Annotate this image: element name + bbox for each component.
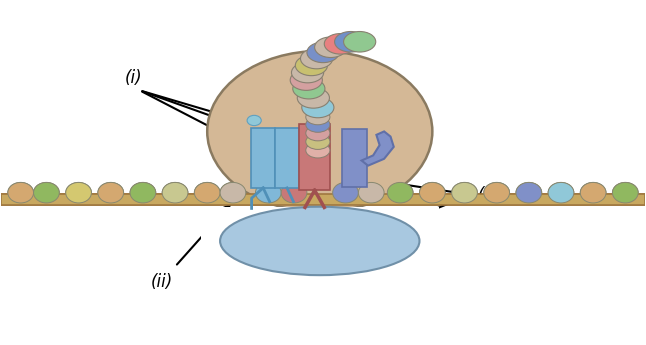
Ellipse shape xyxy=(516,183,542,203)
Ellipse shape xyxy=(580,183,606,203)
Ellipse shape xyxy=(484,183,510,203)
Ellipse shape xyxy=(293,78,325,99)
Ellipse shape xyxy=(98,183,123,203)
Bar xyxy=(342,129,367,187)
Ellipse shape xyxy=(306,134,330,149)
Bar xyxy=(275,128,299,188)
Ellipse shape xyxy=(8,183,34,203)
Ellipse shape xyxy=(207,51,432,212)
Ellipse shape xyxy=(359,183,384,203)
Ellipse shape xyxy=(335,31,367,52)
Ellipse shape xyxy=(306,109,330,125)
Ellipse shape xyxy=(306,117,330,132)
Ellipse shape xyxy=(297,88,329,108)
Ellipse shape xyxy=(548,183,574,203)
Bar xyxy=(1,194,645,205)
Ellipse shape xyxy=(612,183,638,203)
Ellipse shape xyxy=(295,55,328,76)
Ellipse shape xyxy=(194,183,220,203)
Ellipse shape xyxy=(255,183,281,203)
Ellipse shape xyxy=(255,183,281,203)
Ellipse shape xyxy=(290,70,322,90)
Ellipse shape xyxy=(220,183,246,203)
Ellipse shape xyxy=(306,126,330,141)
Ellipse shape xyxy=(306,142,330,158)
Bar xyxy=(1,194,645,205)
Ellipse shape xyxy=(419,183,445,203)
Ellipse shape xyxy=(247,115,261,126)
Ellipse shape xyxy=(344,31,376,52)
Ellipse shape xyxy=(307,42,339,63)
Text: (i): (i) xyxy=(125,69,142,87)
Ellipse shape xyxy=(452,183,477,203)
Bar xyxy=(251,128,275,188)
Ellipse shape xyxy=(34,183,59,203)
Text: (iii): (iii) xyxy=(477,186,505,204)
Ellipse shape xyxy=(315,37,347,58)
Ellipse shape xyxy=(194,183,220,203)
Bar xyxy=(201,207,439,344)
Ellipse shape xyxy=(98,183,123,203)
Ellipse shape xyxy=(162,183,188,203)
Ellipse shape xyxy=(484,183,510,203)
Ellipse shape xyxy=(548,183,574,203)
Polygon shape xyxy=(362,131,394,166)
Ellipse shape xyxy=(612,183,638,203)
Ellipse shape xyxy=(452,183,477,203)
Ellipse shape xyxy=(333,183,359,203)
Ellipse shape xyxy=(419,183,445,203)
Text: (ii): (ii) xyxy=(151,274,173,292)
Ellipse shape xyxy=(300,48,333,69)
Ellipse shape xyxy=(130,183,156,203)
Ellipse shape xyxy=(8,183,34,203)
Ellipse shape xyxy=(66,183,92,203)
Ellipse shape xyxy=(220,183,246,203)
Ellipse shape xyxy=(162,183,188,203)
Ellipse shape xyxy=(220,207,419,275)
Ellipse shape xyxy=(281,183,307,203)
Ellipse shape xyxy=(66,183,92,203)
Ellipse shape xyxy=(516,183,542,203)
Ellipse shape xyxy=(130,183,156,203)
Ellipse shape xyxy=(333,183,359,203)
Ellipse shape xyxy=(291,62,324,83)
Ellipse shape xyxy=(388,183,413,203)
Ellipse shape xyxy=(580,183,606,203)
Ellipse shape xyxy=(302,97,334,118)
Ellipse shape xyxy=(281,183,307,203)
Ellipse shape xyxy=(359,183,384,203)
Ellipse shape xyxy=(388,183,413,203)
Ellipse shape xyxy=(34,183,59,203)
Ellipse shape xyxy=(324,33,357,54)
Bar xyxy=(299,124,330,190)
